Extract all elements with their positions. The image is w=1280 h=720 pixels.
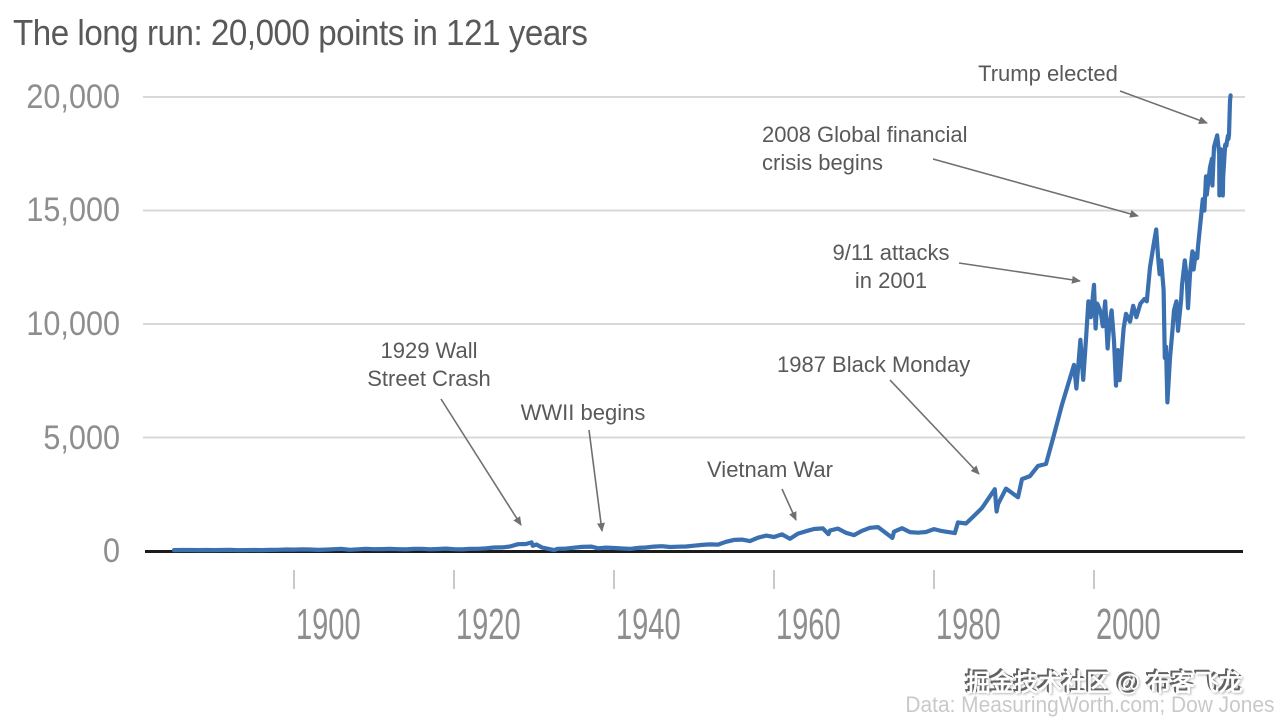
x-tick-label-2000: 2000 [1096, 600, 1161, 649]
arrow-black-monday [889, 379, 980, 475]
x-tick-label-1920: 1920 [456, 600, 521, 649]
x-axis-tick-marks [293, 570, 1095, 589]
dow-jones-line [171, 93, 1233, 553]
x-tick-label-1900: 1900 [296, 600, 361, 649]
arrow-wwii [588, 429, 605, 532]
annotation-1987-black-monday: 1987 Black Monday [777, 352, 971, 377]
y-tick-label-10000: 10,000 [26, 305, 120, 343]
arrow-trump [1119, 90, 1208, 124]
annotation-trump-elected: Trump elected [978, 61, 1118, 86]
y-tick-label-5000: 5,000 [43, 419, 120, 457]
arrow-sept-11 [958, 262, 1081, 284]
arrow-gfc-2008 [932, 158, 1139, 218]
annotation-1929-wall-street-crash: 1929 Wall Street Crash [367, 338, 491, 391]
watermark-text: 掘金技术社区 @ 布客飞龙 [966, 670, 1243, 697]
x-tick-label-1980: 1980 [936, 600, 1001, 649]
annotation-wwii-begins: WWII begins [520, 400, 646, 425]
x-tick-label-1960: 1960 [776, 600, 841, 649]
annotation-arrows [440, 90, 1208, 532]
data-source-note: Data: MeasuringWorth.com; Dow Jones [904, 692, 1274, 717]
annotation-vietnam-war: Vietnam War [707, 457, 833, 482]
arrow-1929-crash [440, 398, 522, 526]
arrow-vietnam [781, 488, 797, 521]
y-tick-label-0: 0 [102, 532, 120, 570]
y-tick-label-20000: 20,000 [26, 78, 120, 116]
x-tick-label-1940: 1940 [616, 600, 681, 649]
chart-title: The long run: 20,000 points in 121 years [13, 12, 588, 53]
gridlines [143, 96, 1245, 439]
annotation-2008-financial-crisis: 2008 Global financial crisis begins [762, 122, 968, 175]
annotation-9-11-attacks: 9/11 attacks in 2001 [832, 240, 950, 293]
y-tick-label-15000: 15,000 [26, 191, 120, 229]
